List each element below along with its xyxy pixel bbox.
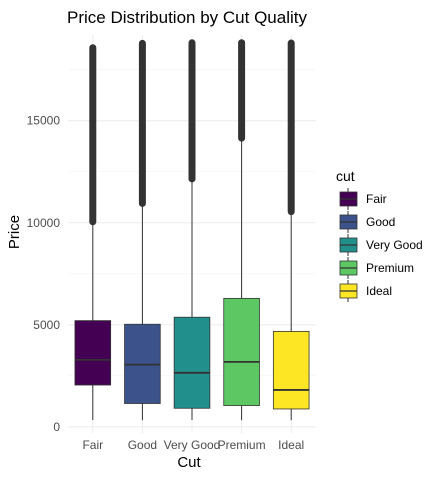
- y-tick-label: 10000: [27, 216, 61, 230]
- legend-item: Good: [339, 211, 395, 233]
- x-tick-label: Very Good: [164, 438, 221, 452]
- legend-label: Premium: [366, 261, 414, 275]
- box-iqr: [74, 320, 112, 386]
- box-iqr: [223, 297, 260, 406]
- y-tick-label: 15000: [27, 114, 61, 128]
- box-iqr: [173, 316, 211, 409]
- x-tick-label: Fair: [82, 438, 103, 452]
- y-tick-label: 5000: [33, 318, 60, 332]
- chart-title: Price Distribution by Cut Quality: [67, 8, 307, 27]
- legend-label: Fair: [366, 192, 387, 206]
- y-axis-title: Price: [6, 215, 23, 249]
- box-fair: [74, 44, 112, 420]
- box-iqr: [272, 330, 310, 410]
- box-very-good: [173, 39, 211, 421]
- legend-label: Ideal: [366, 284, 392, 298]
- box-ideal: [272, 39, 310, 421]
- legend-item: Ideal: [339, 280, 392, 302]
- x-axis-title: Cut: [177, 454, 201, 471]
- legend-label: Very Good: [366, 238, 423, 252]
- y-axis-ticks: 0 5000 10000 15000: [27, 114, 61, 434]
- legend-item: Fair: [339, 188, 387, 210]
- y-tick-label: 0: [53, 420, 60, 434]
- x-tick-label: Ideal: [278, 438, 304, 452]
- legend: cut Fair Good Very Good Premium Ideal: [336, 168, 423, 302]
- box-premium: [223, 39, 260, 421]
- box-good: [124, 39, 161, 421]
- legend-item: Very Good: [339, 234, 423, 256]
- boxes: [74, 39, 310, 421]
- x-tick-label: Good: [128, 438, 157, 452]
- legend-title: cut: [336, 168, 355, 184]
- legend-label: Good: [366, 215, 395, 229]
- x-tick-label: Premium: [218, 438, 266, 452]
- legend-item: Premium: [339, 257, 414, 279]
